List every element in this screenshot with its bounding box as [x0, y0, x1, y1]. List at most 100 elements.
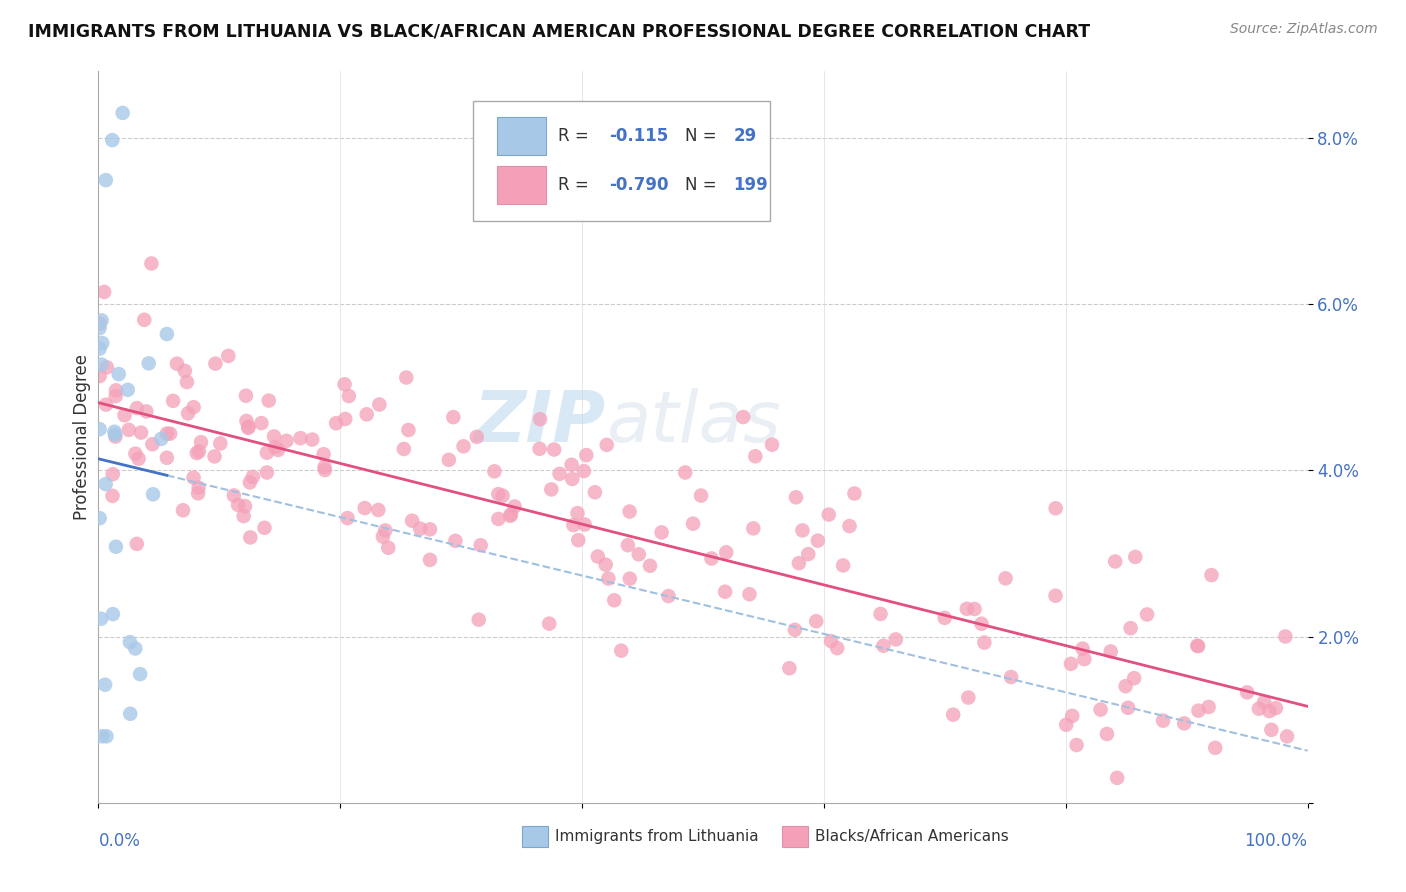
- Point: [1066, 738, 1088, 752]
- Point: [738, 587, 761, 601]
- Point: [90, 358, 112, 372]
- Point: [142, 487, 165, 501]
- Point: [1201, 568, 1223, 582]
- Point: [1247, 702, 1270, 716]
- Point: [598, 572, 620, 586]
- FancyBboxPatch shape: [474, 101, 769, 221]
- Point: [103, 425, 125, 439]
- Bar: [498, 167, 546, 204]
- Point: [465, 430, 488, 444]
- Point: [1115, 679, 1137, 693]
- Point: [94, 173, 117, 187]
- Point: [238, 419, 260, 434]
- Point: [970, 616, 993, 631]
- Point: [733, 410, 755, 425]
- Point: [657, 589, 679, 603]
- Point: [586, 549, 609, 564]
- Point: [1258, 704, 1281, 718]
- Point: [617, 538, 640, 552]
- Point: [104, 384, 127, 398]
- Point: [89, 321, 111, 335]
- Point: [138, 356, 160, 370]
- Point: [204, 357, 226, 371]
- Point: [1119, 621, 1142, 635]
- Point: [209, 436, 232, 450]
- Point: [239, 530, 262, 544]
- Point: [1045, 589, 1067, 603]
- Point: [368, 398, 391, 412]
- Bar: [782, 826, 808, 847]
- Point: [187, 481, 209, 495]
- Point: [1152, 714, 1174, 728]
- Point: [453, 439, 475, 453]
- Point: [872, 639, 894, 653]
- Point: [290, 431, 312, 445]
- Point: [176, 375, 198, 389]
- Point: [93, 285, 115, 299]
- Point: [1236, 685, 1258, 699]
- Point: [226, 498, 249, 512]
- Text: 100.0%: 100.0%: [1244, 832, 1308, 850]
- Point: [538, 616, 561, 631]
- Point: [499, 508, 522, 523]
- Point: [575, 448, 598, 462]
- Point: [314, 463, 336, 477]
- Point: [682, 516, 704, 531]
- Point: [1073, 652, 1095, 666]
- Point: [235, 389, 257, 403]
- Point: [973, 635, 995, 649]
- Point: [963, 602, 986, 616]
- Point: [820, 634, 842, 648]
- Point: [651, 525, 673, 540]
- Point: [129, 425, 152, 440]
- Point: [1116, 700, 1139, 714]
- Text: 199: 199: [734, 177, 768, 194]
- Point: [156, 450, 179, 465]
- Point: [603, 593, 626, 607]
- Text: -0.790: -0.790: [609, 177, 668, 194]
- Text: IMMIGRANTS FROM LITHUANIA VS BLACK/AFRICAN AMERICAN PROFESSIONAL DEGREE CORRELAT: IMMIGRANTS FROM LITHUANIA VS BLACK/AFRIC…: [28, 22, 1090, 40]
- Point: [162, 393, 184, 408]
- Point: [337, 389, 360, 403]
- Point: [543, 442, 565, 457]
- Point: [797, 547, 820, 561]
- Text: Source: ZipAtlas.com: Source: ZipAtlas.com: [1230, 22, 1378, 37]
- Point: [1071, 641, 1094, 656]
- Point: [104, 540, 127, 554]
- Point: [761, 438, 783, 452]
- Point: [89, 342, 111, 356]
- Point: [135, 404, 157, 418]
- Point: [104, 389, 127, 403]
- Point: [107, 367, 129, 381]
- Point: [235, 414, 257, 428]
- Point: [595, 558, 617, 572]
- Point: [190, 435, 212, 450]
- Text: -0.115: -0.115: [609, 128, 668, 145]
- Point: [91, 729, 114, 743]
- Point: [1264, 701, 1286, 715]
- Point: [374, 524, 396, 538]
- Point: [548, 467, 571, 481]
- Point: [396, 423, 419, 437]
- Point: [335, 412, 357, 426]
- Point: [1187, 704, 1209, 718]
- Point: [825, 641, 848, 656]
- Point: [627, 547, 650, 561]
- Point: [1062, 709, 1084, 723]
- Point: [484, 464, 506, 478]
- Point: [572, 464, 595, 478]
- Point: [159, 426, 181, 441]
- Point: [1136, 607, 1159, 622]
- Point: [787, 556, 810, 570]
- Point: [118, 423, 141, 437]
- Text: R =: R =: [558, 128, 593, 145]
- Point: [377, 541, 399, 555]
- Point: [242, 470, 264, 484]
- Point: [263, 429, 285, 443]
- Text: R =: R =: [558, 177, 593, 194]
- Point: [101, 489, 124, 503]
- Point: [233, 499, 256, 513]
- Point: [744, 449, 766, 463]
- Point: [89, 422, 111, 436]
- Point: [884, 632, 907, 647]
